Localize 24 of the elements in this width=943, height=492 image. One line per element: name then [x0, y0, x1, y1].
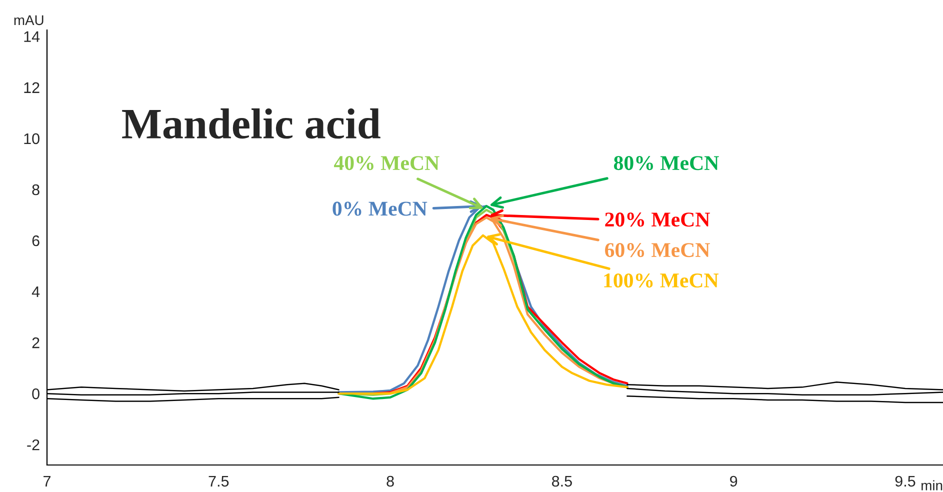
x-tick-label: 9 [730, 476, 738, 487]
x-tick-label: 7.5 [208, 476, 229, 487]
y-tick-label: 6 [32, 235, 40, 246]
y-tick-label: 4 [32, 286, 40, 298]
legend-label: 0% MeCN [332, 202, 428, 216]
y-tick-label: 2 [32, 337, 40, 348]
x-tick-label: 9.5 [895, 476, 916, 487]
x-tick-label: 8 [386, 476, 394, 487]
y-tick-label: 14 [24, 31, 40, 42]
y-tick-label: 8 [32, 184, 40, 196]
y-axis-title: mAU [14, 15, 44, 26]
y-tick-label: 12 [24, 82, 40, 93]
x-axis-title: min [922, 480, 942, 490]
text: 60% MeCN [605, 243, 710, 258]
text: Mandelic acid [122, 108, 380, 139]
y-tick-label: 10 [24, 133, 40, 144]
text: 20% MeCN [605, 212, 710, 227]
x-tick-label: 8.5 [552, 476, 572, 487]
y-tick-label: -2 [27, 439, 40, 450]
text: 80% MeCN [614, 156, 719, 170]
text: 100% MeCN [604, 273, 719, 288]
text: 40% MeCN [334, 156, 440, 170]
y-tick-label: 0 [32, 388, 40, 400]
x-tick-label: 7 [44, 476, 50, 486]
